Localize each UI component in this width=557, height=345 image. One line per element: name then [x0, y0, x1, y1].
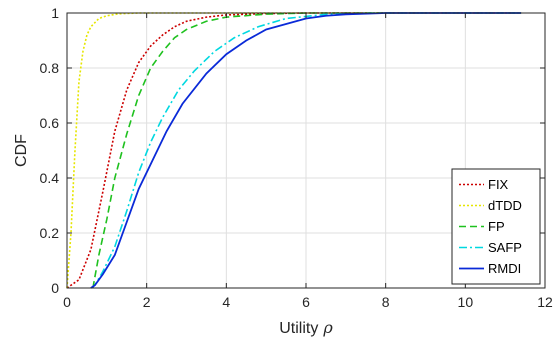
legend-label-fp: FP	[488, 219, 505, 234]
y-tick-label: 0	[51, 280, 59, 296]
legend-label-dtdd: dTDD	[488, 198, 522, 213]
x-tick-label: 10	[458, 294, 474, 310]
y-tick-label: 0.2	[40, 225, 60, 241]
x-axis-title-symbol: ρ	[322, 318, 333, 337]
legend-label-fix: FIX	[488, 177, 509, 192]
y-tick-label: 0.4	[40, 170, 60, 186]
x-tick-label: 12	[537, 294, 553, 310]
x-tick-label: 0	[63, 294, 71, 310]
x-tick-label: 6	[302, 294, 310, 310]
legend-label-safp: SAFP	[488, 240, 522, 255]
y-tick-label: 0.8	[40, 60, 60, 76]
x-axis-title: Utility ρ	[279, 318, 333, 337]
x-axis-title-text: Utility	[279, 320, 318, 337]
y-axis-title: CDF	[13, 134, 30, 167]
x-tick-label: 4	[222, 294, 230, 310]
y-tick-label: 1	[51, 5, 59, 21]
legend-label-rmdi: RMDI	[488, 261, 521, 276]
x-tick-label: 8	[382, 294, 390, 310]
legend: FIX dTDD FP SAFP RMDI	[452, 169, 540, 284]
y-tick-label: 0.6	[40, 115, 60, 131]
x-tick-label: 2	[143, 294, 151, 310]
